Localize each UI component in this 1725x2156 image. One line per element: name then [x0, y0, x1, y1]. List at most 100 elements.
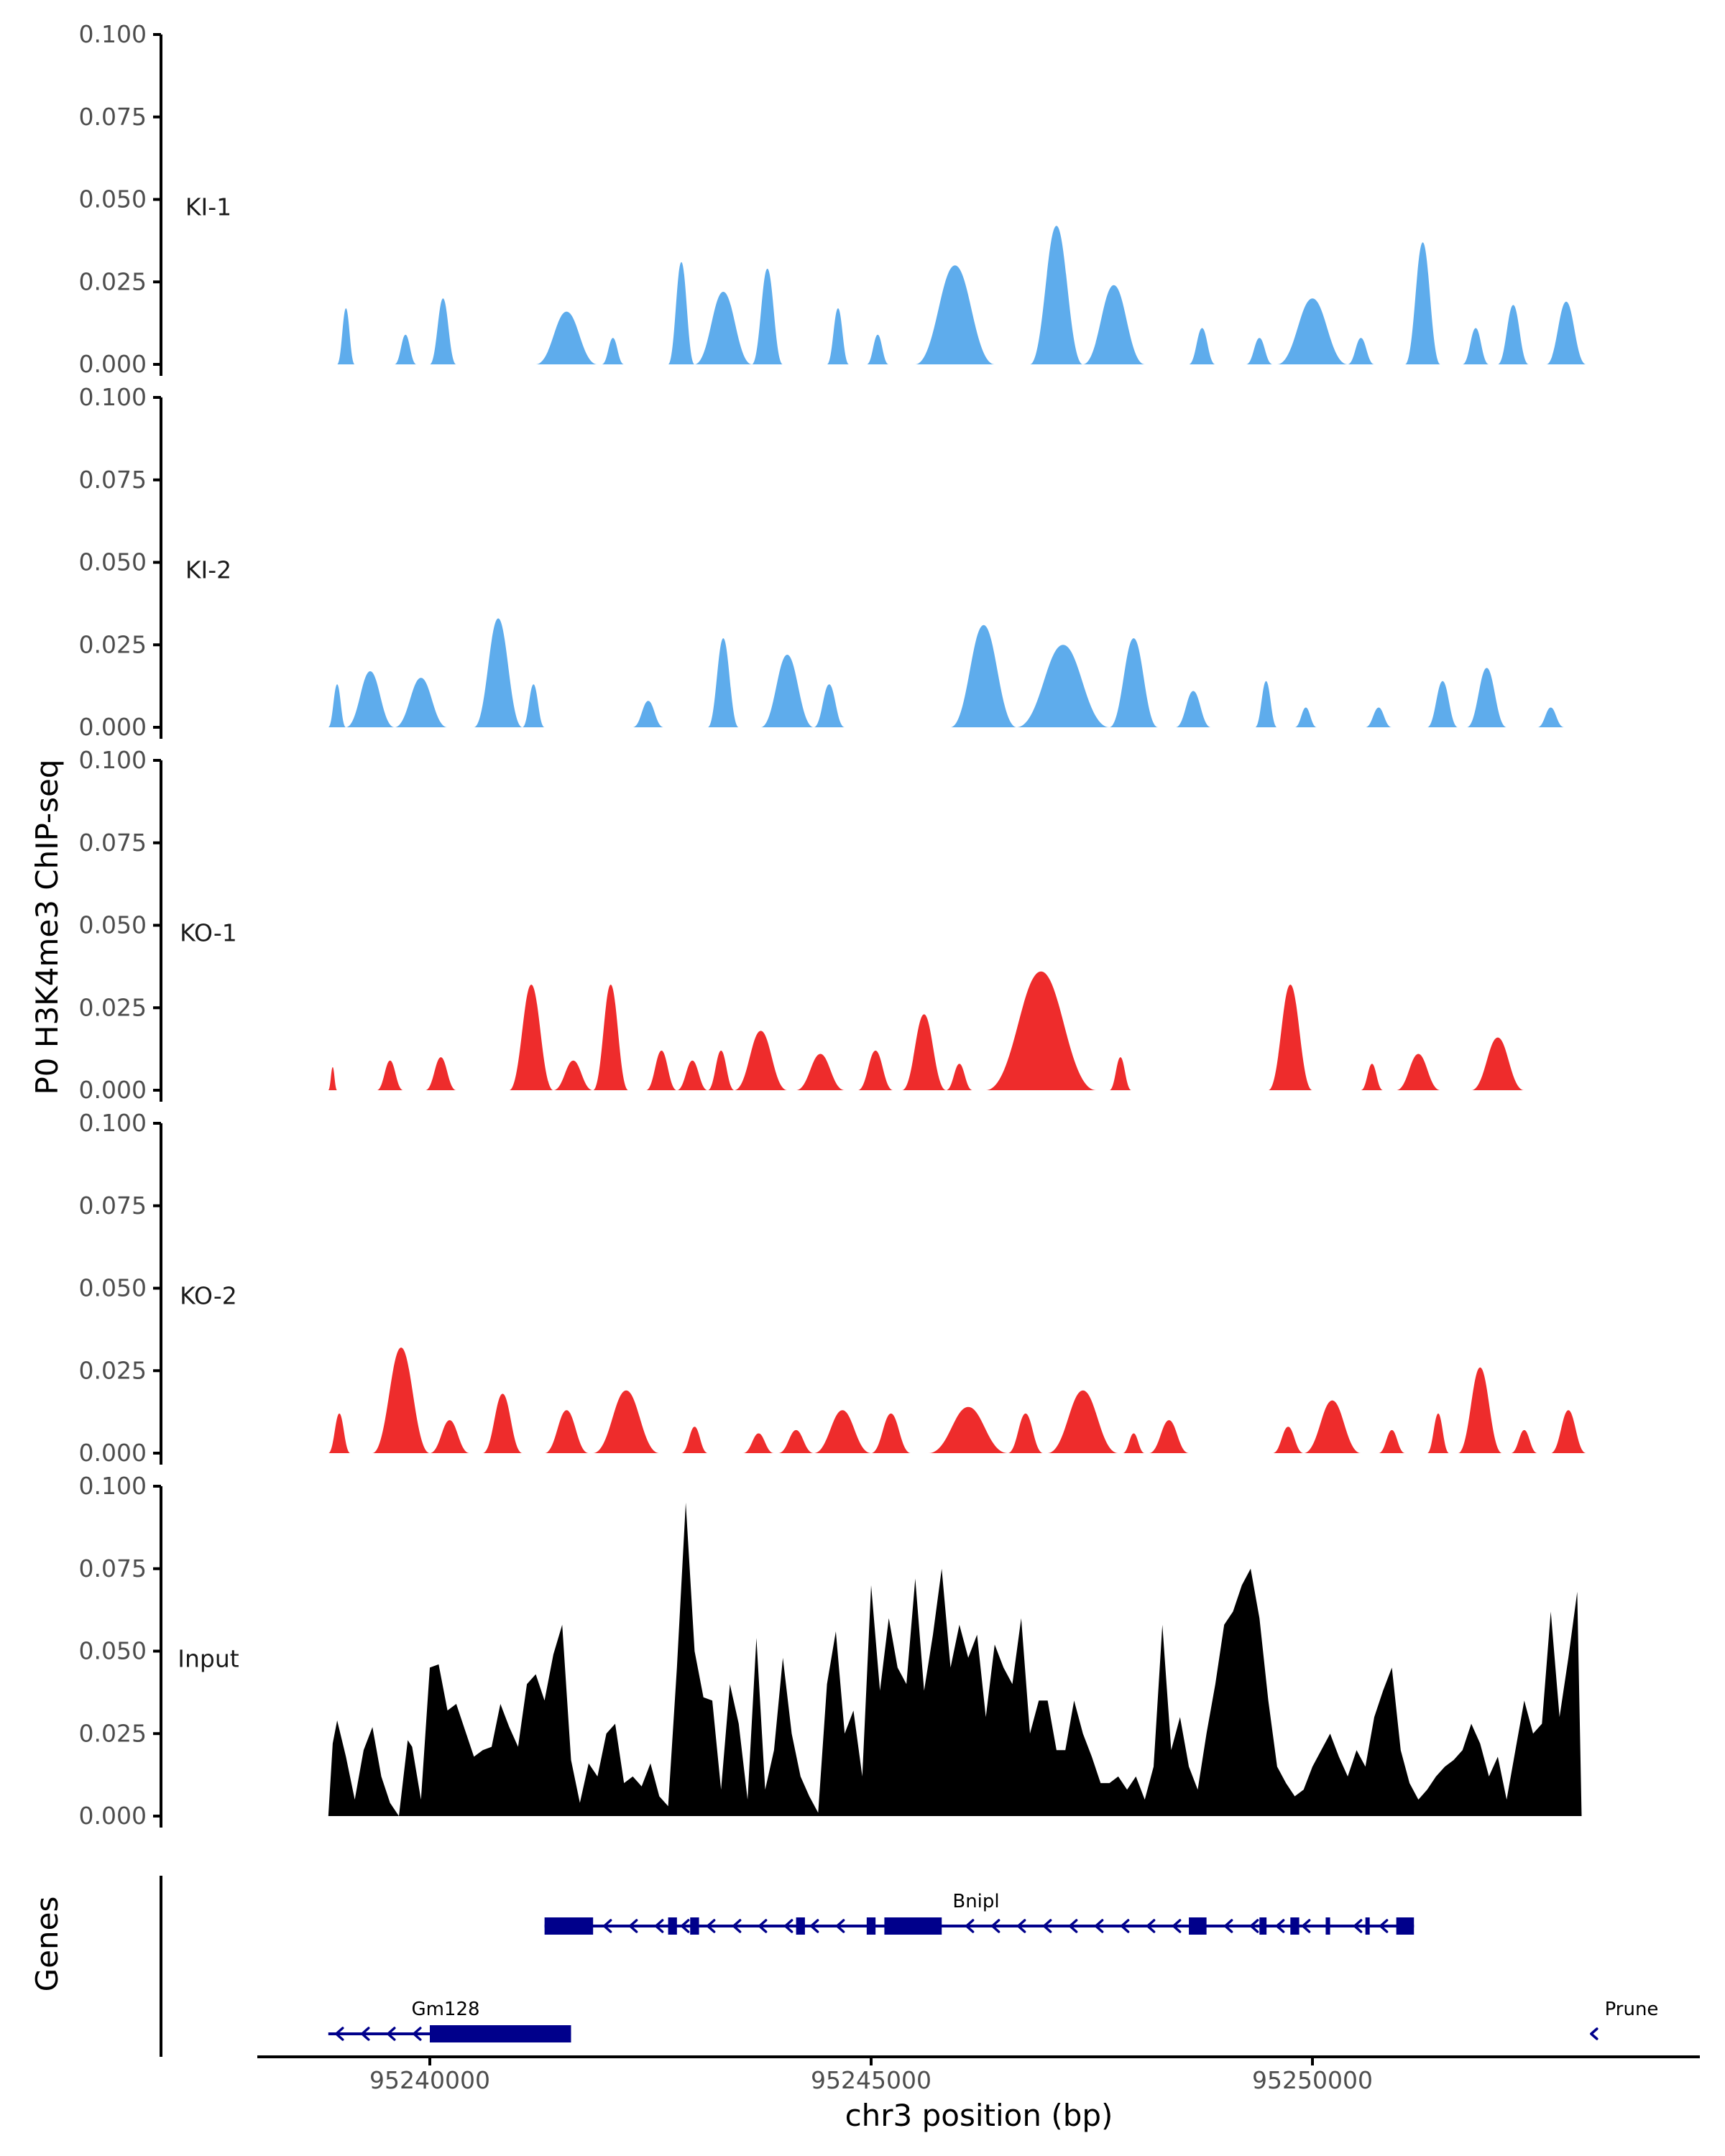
signal-peak — [814, 1410, 871, 1453]
strand-arrow — [628, 1919, 638, 1933]
strand-arrow — [1146, 1919, 1156, 1933]
signal-peak — [1550, 1410, 1586, 1453]
signal-peak — [430, 1420, 470, 1453]
signal-peak — [1175, 691, 1211, 727]
signal-peak — [1047, 1390, 1118, 1453]
signal-peak — [482, 1393, 523, 1453]
signal-peak — [394, 334, 417, 364]
signal-peak — [734, 1031, 788, 1090]
signal-peak — [1396, 1054, 1441, 1090]
signal-area — [328, 1502, 1582, 1816]
y-tick-label: 0.075 — [79, 466, 147, 494]
track-label: KI-1 — [185, 193, 231, 221]
y-tick-label: 0.050 — [79, 548, 147, 576]
gene-exon — [1396, 1917, 1414, 1935]
signal-peak — [1466, 668, 1507, 727]
track-ko-2: 0.000 0.025 0.050 0.075 0.100 KO-2 — [79, 1109, 1586, 1467]
y-tick-label: 0.050 — [79, 1274, 147, 1302]
strand-arrow — [1068, 1919, 1078, 1933]
signal-peak — [857, 1050, 893, 1090]
gene-exon — [884, 1917, 942, 1935]
strand-arrow — [413, 2027, 422, 2041]
y-tick-label: 0.025 — [79, 1356, 147, 1384]
strand-arrow — [1275, 1919, 1285, 1933]
y-tick-label: 0.000 — [79, 350, 147, 378]
strand-arrow — [335, 2027, 344, 2041]
strand-arrow — [1016, 1919, 1026, 1933]
signal-peak — [1268, 985, 1312, 1090]
signal-peak — [1030, 226, 1083, 364]
signal-peak — [902, 1014, 947, 1090]
signal-peak — [430, 298, 456, 364]
track-label: KO-1 — [180, 919, 237, 947]
signal-peak — [553, 1060, 594, 1090]
signal-peak — [474, 618, 523, 727]
signal-peak — [1255, 681, 1277, 727]
signal-peak — [1008, 1413, 1044, 1453]
signal-peak — [509, 985, 553, 1090]
gene-exon — [668, 1917, 677, 1935]
x-tick-label: 95240000 — [369, 2066, 490, 2094]
x-axis-title: chr3 position (bp) — [845, 2098, 1113, 2133]
y-tick-label: 0.000 — [79, 1439, 147, 1467]
gene-exon — [1189, 1917, 1207, 1935]
signal-peak — [1123, 1433, 1145, 1453]
signal-peak — [946, 1064, 973, 1090]
signal-peak — [1149, 1420, 1190, 1453]
strand-arrow — [706, 1919, 716, 1933]
signal-peak — [915, 265, 995, 364]
strand-arrow — [680, 1919, 690, 1933]
signal-peak — [328, 1067, 338, 1090]
strand-arrow — [387, 2027, 396, 2041]
signal-peak — [694, 292, 753, 364]
signal-peak — [1546, 301, 1586, 364]
signal-peak — [394, 678, 448, 727]
signal-peak — [985, 971, 1097, 1090]
signal-peak — [593, 985, 629, 1090]
signal-peak — [1303, 1400, 1361, 1453]
signal-peak — [1082, 285, 1145, 364]
signal-peak — [372, 1348, 430, 1453]
signal-peak — [1511, 1429, 1538, 1453]
y-axis-title: P0 H3K4me3 ChIP-seq — [29, 759, 65, 1095]
signal-peak — [1294, 707, 1317, 727]
strand-arrow — [758, 1919, 768, 1933]
signal-peak — [544, 1410, 589, 1453]
signal-peak — [1537, 707, 1564, 727]
signal-peak — [1272, 1427, 1304, 1453]
gene-exon — [1290, 1917, 1300, 1935]
signal-peak — [346, 671, 395, 727]
track-label: KO-2 — [180, 1282, 237, 1310]
strand-arrow — [990, 1919, 1000, 1933]
signal-peak — [1361, 1064, 1384, 1090]
gene-exon — [1325, 1917, 1330, 1935]
signal-peak — [760, 655, 814, 727]
signal-peak — [742, 1433, 774, 1453]
signal-peak — [1016, 645, 1110, 727]
strand-arrow — [1172, 1919, 1182, 1933]
strand-arrow — [1249, 1919, 1259, 1933]
gene-exon — [690, 1917, 699, 1935]
gene-exon — [866, 1917, 876, 1935]
signal-peak — [668, 262, 695, 364]
signal-peak — [752, 268, 783, 364]
y-tick-label: 0.025 — [79, 267, 147, 295]
strand-arrow — [1301, 1919, 1311, 1933]
signal-peak — [707, 1050, 735, 1090]
y-tick-label: 0.000 — [79, 713, 147, 741]
signal-peak — [1109, 1057, 1132, 1090]
signal-peak — [676, 1060, 708, 1090]
gene-exon — [544, 1917, 594, 1935]
strand-arrow — [1353, 1919, 1363, 1933]
signal-peak — [1404, 242, 1441, 364]
strand-arrow — [1094, 1919, 1104, 1933]
gene-exon — [430, 2025, 571, 2042]
y-tick-label: 0.000 — [79, 1076, 147, 1104]
track-ki-2: 0.000 0.025 0.050 0.075 0.100 KI-2 — [79, 383, 1564, 741]
y-tick-label: 0.075 — [79, 1192, 147, 1220]
y-tick-label: 0.000 — [79, 1802, 147, 1830]
strand-arrow — [654, 1919, 664, 1933]
signal-peak — [871, 1413, 911, 1453]
genes-axis-title: Genes — [29, 1897, 65, 1992]
signal-peak — [1379, 1429, 1405, 1453]
